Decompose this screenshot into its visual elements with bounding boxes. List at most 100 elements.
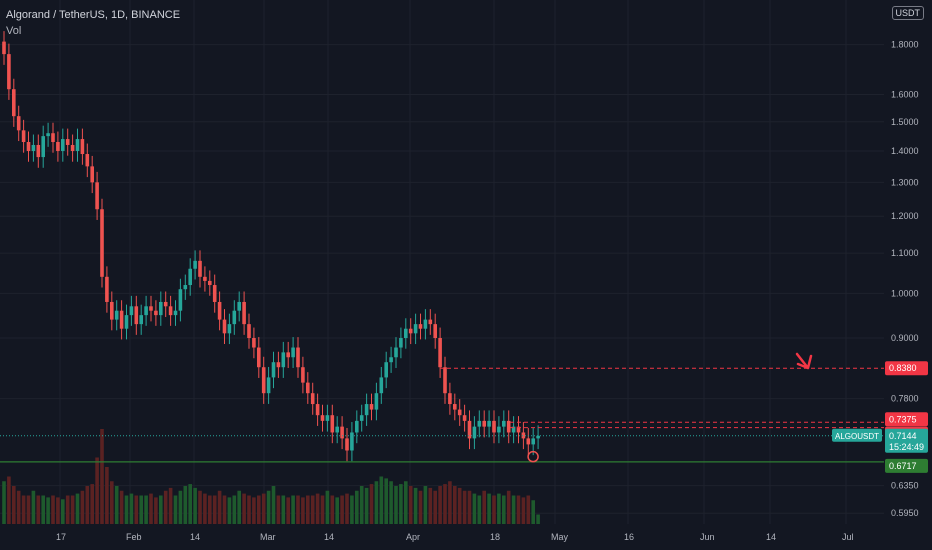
candle <box>257 347 261 368</box>
support-price-label-bg <box>885 458 928 473</box>
candle <box>159 301 163 316</box>
candle <box>105 276 109 302</box>
candle <box>384 362 388 378</box>
volume-bar <box>124 495 129 524</box>
volume-bar <box>100 429 104 524</box>
volume-bar <box>7 476 11 524</box>
candle <box>502 420 506 427</box>
resistance-price-label-bg <box>885 412 928 427</box>
candle <box>325 415 330 421</box>
candle <box>232 310 237 325</box>
candle <box>16 116 21 131</box>
volume-bar <box>443 484 447 524</box>
candle <box>65 139 70 145</box>
volume-bar <box>232 495 237 524</box>
candle <box>418 324 423 329</box>
volume-bar <box>163 490 168 524</box>
volume-bar <box>516 495 521 524</box>
volume-bar <box>315 493 320 524</box>
time-tick-label: 16 <box>624 532 634 542</box>
annotation-arrow-icon[interactable] <box>795 352 813 370</box>
volume-bar <box>330 495 335 524</box>
candle <box>389 357 393 363</box>
volume-bar <box>477 495 482 524</box>
volume-bar <box>119 490 124 524</box>
candle <box>183 285 188 290</box>
candle <box>511 426 516 433</box>
volume-bar <box>306 495 310 524</box>
candle <box>2 41 6 55</box>
volume-bar <box>453 486 457 524</box>
candle <box>487 420 491 427</box>
candle <box>90 166 94 183</box>
price-tick-label: 1.8000 <box>891 40 919 50</box>
volume-bar <box>159 495 163 524</box>
candle <box>355 420 359 433</box>
candle <box>70 144 75 151</box>
candle <box>149 306 153 311</box>
volume-indicator-label[interactable]: Vol <box>6 25 22 37</box>
candle <box>198 260 202 277</box>
volume-bar <box>2 481 6 524</box>
volume-bar <box>134 495 139 524</box>
candle <box>271 362 276 378</box>
candle <box>472 426 477 439</box>
time-tick-label: 17 <box>56 532 66 542</box>
candle <box>516 426 521 433</box>
volume-bar <box>261 493 266 524</box>
candle <box>467 420 472 439</box>
candle <box>276 362 281 368</box>
symbol-title[interactable]: Algorand / TetherUS, 1D, BINANCE <box>6 9 181 21</box>
candle <box>462 415 467 421</box>
candle <box>536 435 540 439</box>
volume-bar <box>193 487 197 524</box>
volume-bar <box>26 495 31 524</box>
candle <box>203 276 207 281</box>
volume-bar <box>183 486 188 524</box>
volume-bar <box>482 490 486 524</box>
price-tick-label: 1.1000 <box>891 248 919 258</box>
time-tick-label: Mar <box>260 532 276 542</box>
candle <box>193 260 197 269</box>
candle <box>188 268 192 286</box>
volume-bar <box>301 497 305 524</box>
candle <box>261 367 266 394</box>
volume-bar <box>212 495 217 524</box>
volume-bar <box>276 495 281 524</box>
candle <box>448 393 452 405</box>
candle <box>61 139 65 151</box>
volume-bar <box>75 493 80 524</box>
volume-bar <box>399 484 403 524</box>
candle <box>144 306 148 316</box>
volume-bar <box>497 493 501 524</box>
candle <box>320 415 325 421</box>
currency-badge[interactable]: USDT <box>891 6 924 20</box>
candle <box>296 347 300 368</box>
volume-bar <box>526 495 531 524</box>
volume-bar <box>364 487 369 524</box>
volume-bar <box>531 500 535 524</box>
volume-bar <box>247 495 251 524</box>
volume-bar <box>492 495 496 524</box>
volume-bar <box>237 490 241 524</box>
candle <box>364 404 369 416</box>
volume-bar <box>418 490 423 524</box>
candle <box>315 404 320 416</box>
volume-bar <box>242 493 246 524</box>
volume-bar <box>408 486 413 524</box>
marker-circle <box>527 450 539 463</box>
symbol-tag: ALGOUSDT <box>835 432 879 441</box>
candle <box>457 409 462 416</box>
candle <box>423 319 428 329</box>
volume-bar <box>404 481 408 524</box>
candle <box>212 285 217 302</box>
volume-bar <box>188 484 192 524</box>
volume-bar <box>310 495 315 524</box>
candle <box>453 404 457 410</box>
time-tick-label: Jul <box>842 532 854 542</box>
candle <box>394 347 398 358</box>
candle <box>310 393 315 405</box>
volume-bar <box>198 490 202 524</box>
time-tick-label: 14 <box>190 532 200 542</box>
